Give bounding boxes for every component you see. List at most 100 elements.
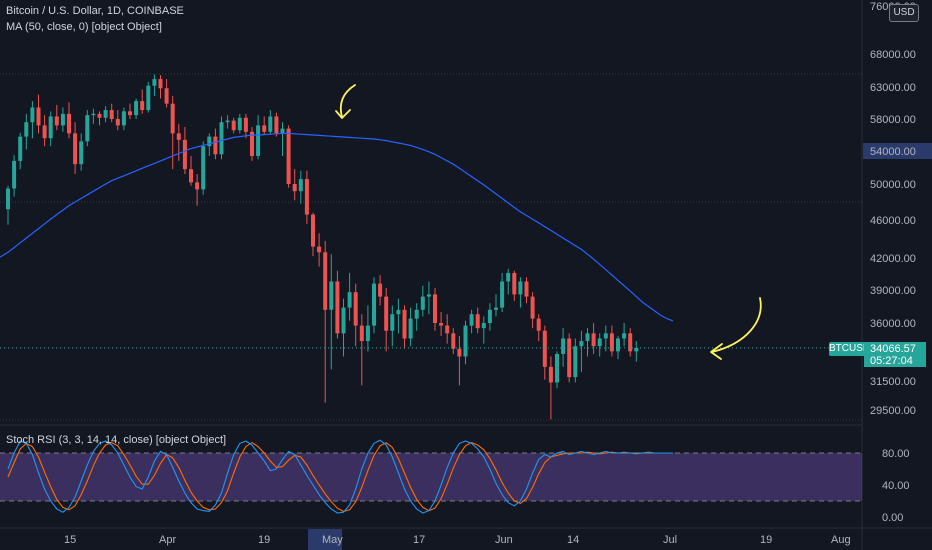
candle-body bbox=[555, 353, 559, 383]
annotation-arrowhead-may bbox=[335, 109, 351, 119]
stoch-band bbox=[0, 453, 862, 501]
candle-body bbox=[73, 133, 78, 165]
candle-body bbox=[274, 116, 279, 134]
candle-body bbox=[365, 325, 370, 342]
candle-body bbox=[414, 309, 419, 319]
ma-indicator-legend[interactable]: MA (50, close, 0) [object Object] bbox=[6, 21, 162, 33]
stoch-tick-label: 40.00 bbox=[882, 480, 910, 492]
candle-body bbox=[573, 346, 578, 378]
candle-body bbox=[109, 110, 114, 119]
candle-body bbox=[494, 307, 498, 310]
candle-body bbox=[60, 113, 65, 126]
candle-body bbox=[207, 136, 212, 147]
candle-body bbox=[262, 125, 267, 132]
price-tick-label: 68000.00 bbox=[870, 49, 916, 61]
candle-body bbox=[457, 348, 462, 357]
stoch-tick-label: 0.00 bbox=[882, 512, 903, 524]
candle-body bbox=[347, 292, 352, 308]
symbol-badge: BTCUSD bbox=[829, 342, 871, 356]
candle-body bbox=[341, 307, 346, 334]
currency-button[interactable]: USD bbox=[889, 4, 919, 22]
candle-body bbox=[189, 169, 193, 183]
candle-body bbox=[243, 117, 248, 132]
price-highlight-box bbox=[863, 143, 932, 159]
candle-body bbox=[579, 341, 584, 347]
last-price-badge: 34066.57 05:27:04 bbox=[864, 342, 926, 367]
candle-body bbox=[390, 314, 395, 331]
candle-body bbox=[24, 122, 29, 137]
candle-body bbox=[359, 325, 364, 342]
candle-body bbox=[500, 281, 505, 308]
candle-body bbox=[182, 139, 187, 170]
stoch-d-line bbox=[7, 441, 673, 512]
candle-body bbox=[256, 125, 261, 156]
candle-body bbox=[384, 296, 389, 331]
candle-body bbox=[134, 101, 139, 116]
time-tick-label: May bbox=[322, 534, 343, 546]
candle-body bbox=[335, 281, 340, 334]
price-tick-label: 50000.00 bbox=[870, 179, 916, 191]
candle-body bbox=[518, 281, 523, 295]
time-tick-label: 19 bbox=[760, 534, 772, 546]
candle-body bbox=[426, 294, 431, 297]
price-tick-label: 63000.00 bbox=[870, 82, 916, 94]
candle-body bbox=[433, 294, 437, 323]
candle-body bbox=[201, 146, 206, 190]
candle-body bbox=[128, 111, 132, 116]
last-price-label: 34066.57 bbox=[870, 343, 916, 355]
candle-body bbox=[317, 246, 322, 253]
candle-body bbox=[164, 88, 169, 104]
time-tick-label: 19 bbox=[258, 534, 270, 546]
candle-body bbox=[311, 214, 315, 247]
candle-body bbox=[146, 85, 151, 111]
candle-body bbox=[634, 347, 639, 352]
candle-body bbox=[225, 120, 230, 123]
candle-body bbox=[48, 116, 53, 139]
candle-body bbox=[42, 125, 47, 139]
candle-body bbox=[628, 333, 633, 352]
candle-body bbox=[292, 184, 297, 192]
candle-body bbox=[512, 272, 517, 295]
stoch-rsi-legend[interactable]: Stoch RSI (3, 3, 14, 14, close) [object … bbox=[6, 434, 227, 446]
candle-body bbox=[524, 281, 529, 297]
candle-body bbox=[67, 113, 71, 134]
candle-body bbox=[408, 318, 413, 339]
candle-body bbox=[115, 119, 120, 126]
candle-body bbox=[603, 333, 608, 339]
candle-body bbox=[402, 309, 407, 339]
candle-body bbox=[97, 113, 102, 118]
ma-line bbox=[0, 132, 674, 322]
symbol-title: Bitcoin / U.S. Dollar, 1D, COINBASE bbox=[6, 5, 184, 17]
candle-body bbox=[286, 128, 291, 184]
price-tick-label: 54000.00 bbox=[870, 146, 916, 158]
candle-body bbox=[451, 333, 456, 349]
candle-body bbox=[213, 136, 218, 155]
candle-body bbox=[597, 338, 602, 347]
time-tick-label: Jul bbox=[663, 534, 677, 546]
candle-body bbox=[268, 116, 273, 132]
price-tick-label: 42000.00 bbox=[870, 253, 916, 265]
candle-body bbox=[176, 133, 181, 140]
candle-body bbox=[542, 330, 547, 367]
candle-body bbox=[36, 107, 41, 126]
candle-body bbox=[298, 179, 303, 192]
time-tick-label: 17 bbox=[413, 534, 425, 546]
candle-body bbox=[585, 333, 590, 342]
candle-body bbox=[329, 281, 334, 310]
annotation-arrow-jul bbox=[711, 297, 762, 353]
candle-body bbox=[469, 314, 474, 326]
candle-body bbox=[158, 79, 163, 89]
time-tick-label: Apr bbox=[159, 534, 176, 546]
candle-body bbox=[237, 117, 242, 131]
candle-body bbox=[219, 122, 224, 155]
candle-body bbox=[121, 111, 126, 126]
stoch-k-line bbox=[7, 439, 673, 514]
price-tick-label: 29500.00 bbox=[870, 405, 916, 417]
time-tick-label: 14 bbox=[567, 534, 579, 546]
candle-body bbox=[152, 79, 157, 86]
candle-body bbox=[231, 120, 236, 131]
candle-body bbox=[85, 115, 90, 142]
candle-body bbox=[250, 131, 254, 156]
candle-body bbox=[195, 182, 200, 190]
